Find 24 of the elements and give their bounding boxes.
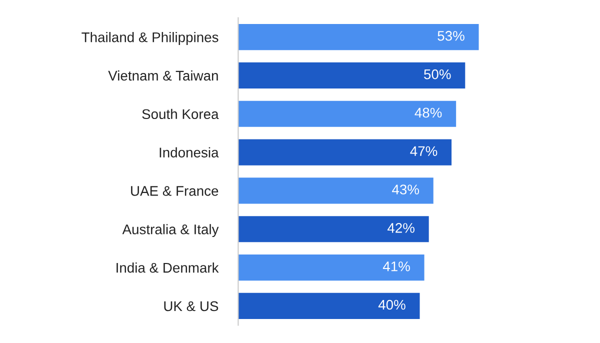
y-tick-label: UAE & France xyxy=(131,186,218,196)
bar xyxy=(238,139,452,166)
y-tick-label: Australia & Italy xyxy=(122,224,219,238)
bar xyxy=(238,216,429,242)
bar xyxy=(238,254,424,281)
y-tick-label: UK & US xyxy=(164,301,218,312)
bar xyxy=(238,100,456,127)
y-tick-label: Indonesia xyxy=(160,147,219,158)
data-label: 41% xyxy=(382,261,410,272)
y-tick-label: Vietnam & Taiwan xyxy=(108,70,218,81)
y-tick-label: South Korea xyxy=(142,108,219,120)
data-label: 40% xyxy=(378,300,406,310)
bar xyxy=(238,62,466,89)
bar xyxy=(238,292,420,320)
data-label: 50% xyxy=(424,69,451,80)
data-label: 47% xyxy=(410,146,438,156)
data-label: 42% xyxy=(387,223,414,233)
data-label: 48% xyxy=(414,108,442,118)
y-tick-label: India & Denmark xyxy=(116,262,219,273)
bar xyxy=(238,24,479,50)
data-label: 53% xyxy=(438,30,464,41)
y-tick-label: Thailand & Philippines xyxy=(82,32,218,45)
bar xyxy=(238,178,434,204)
data-label: 43% xyxy=(392,184,420,194)
